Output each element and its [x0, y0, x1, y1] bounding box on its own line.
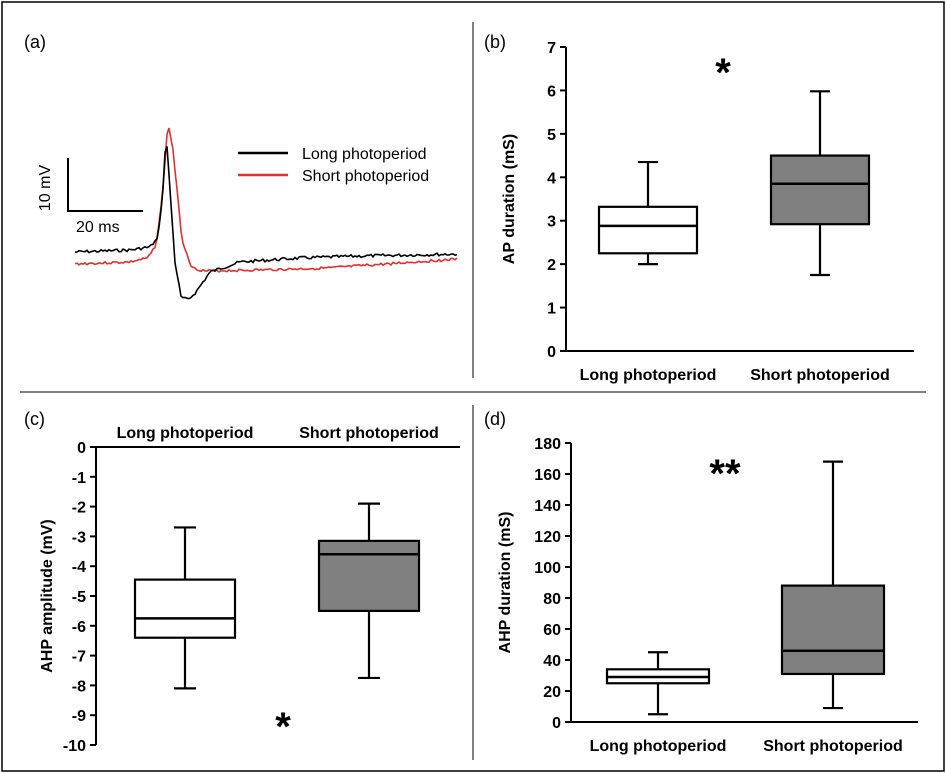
y-tick-label: 80: [543, 591, 561, 608]
panel-b-label: (b): [484, 32, 506, 52]
y-tick-label: 5: [547, 127, 556, 144]
y-tick-label: -6: [72, 619, 86, 636]
box-iqr: [780, 584, 886, 676]
category-label: Long photoperiod: [117, 425, 254, 442]
y-tick-label: 6: [547, 83, 556, 100]
y-tick-label: 160: [534, 467, 561, 484]
y-tick-label: -9: [72, 708, 86, 725]
category-label: Long photoperiod: [580, 367, 717, 384]
y-axis-label: AHP amplitude (mV): [39, 519, 56, 673]
scale-bar-voltage-label: 10 mV: [37, 165, 54, 212]
category-label: Short photoperiod: [763, 738, 903, 755]
y-tick-label: 0: [552, 715, 561, 732]
y-tick-label: -5: [72, 589, 86, 606]
y-tick-label: 120: [534, 529, 561, 546]
y-axis-label: AP duration (mS): [501, 134, 518, 264]
y-tick-label: -8: [72, 678, 86, 695]
y-tick-label: -7: [72, 649, 86, 666]
panel-a: (a) 10 mV 20 ms Long photoperiod Short p…: [24, 32, 458, 300]
y-tick-label: 3: [547, 214, 556, 231]
box-long-photoperiod: [605, 651, 711, 716]
box-long-photoperiod: [597, 160, 699, 266]
box-short-photoperiod: [769, 90, 871, 277]
trace-short-photoperiod: [74, 127, 458, 273]
y-tick-label: 0: [77, 440, 86, 457]
box-iqr: [597, 205, 699, 255]
box-long-photoperiod: [133, 526, 237, 690]
significance-marker: *: [715, 51, 731, 95]
y-tick-label: -1: [72, 470, 86, 487]
y-tick-label: 2: [547, 257, 556, 274]
y-tick-label: 140: [534, 498, 561, 515]
y-tick-label: 180: [534, 436, 561, 453]
panel-a-label: (a): [24, 32, 46, 52]
y-tick-label: 1: [547, 301, 556, 318]
scale-bar-time-label: 20 ms: [76, 219, 120, 236]
y-tick-label: 40: [543, 653, 561, 670]
panel-d: (d) 0 20 40 60 80 100 120 140 160 180 AHP duration …: [484, 409, 918, 755]
y-tick-label: 0: [547, 344, 556, 361]
y-axis-label: AHP duration (mS): [497, 512, 514, 654]
box-iqr: [317, 539, 421, 612]
y-tick-label: 20: [543, 684, 561, 701]
y-tick-label: 60: [543, 622, 561, 639]
box-short-photoperiod: [317, 502, 421, 680]
y-tick-label: -2: [72, 500, 86, 517]
significance-marker: **: [709, 452, 741, 496]
category-label: Short photoperiod: [299, 425, 439, 442]
significance-marker: *: [275, 705, 291, 749]
y-tick-label: 7: [547, 40, 556, 57]
legend-label-long: Long photoperiod: [302, 146, 427, 163]
panel-c-label: (c): [24, 409, 45, 429]
category-label: Long photoperiod: [590, 738, 727, 755]
panel-b: (b) 0 1 2 3 4 5 6 7 AP duration (mS) Long photoper…: [484, 32, 914, 384]
y-tick-label: -10: [63, 738, 86, 755]
y-tick-label: -3: [72, 529, 86, 546]
box-short-photoperiod: [780, 460, 886, 710]
category-label: Short photoperiod: [750, 367, 890, 384]
y-tick-label: 4: [547, 170, 556, 187]
panel-c: (c) 0 -1 -2 -3 -4 -5 -6 -7 -8 -9 -10 AHP amplitude (…: [24, 409, 460, 755]
box-iqr: [769, 154, 871, 226]
trace-long-photoperiod: [74, 146, 458, 300]
legend-label-short: Short photoperiod: [302, 168, 429, 185]
panel-d-label: (d): [484, 409, 506, 429]
y-tick-label: 100: [534, 560, 561, 577]
box-iqr: [133, 578, 237, 639]
y-tick-label: -4: [72, 559, 86, 576]
